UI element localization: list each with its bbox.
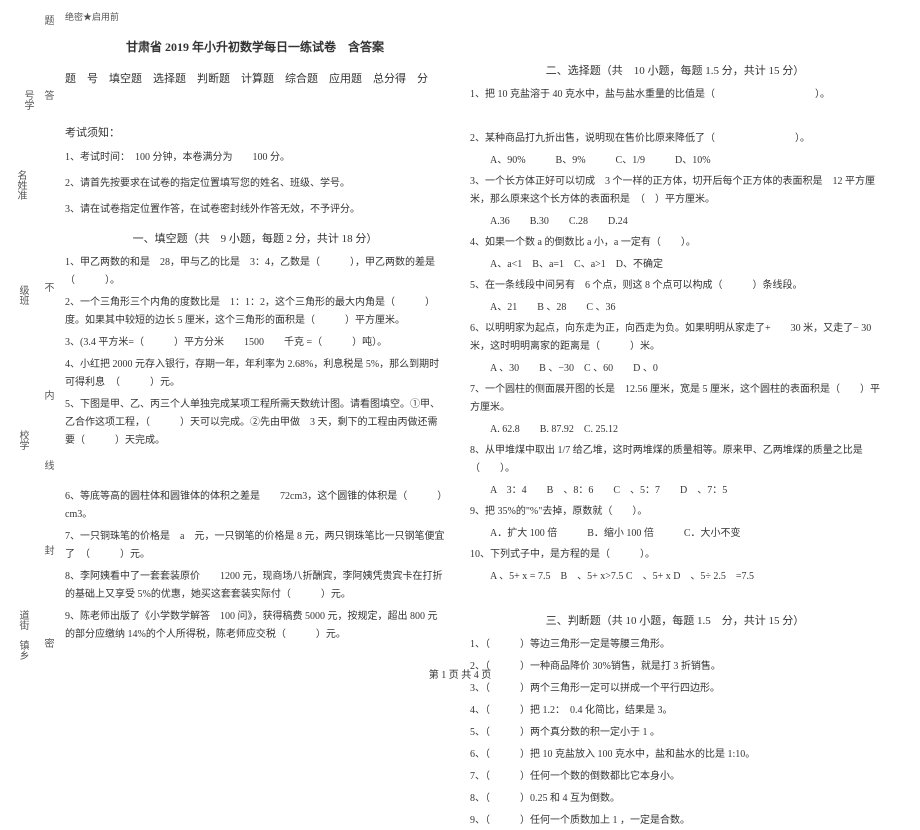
margin-label: 内 [40,390,55,400]
margin-label: 镇乡 [15,640,30,660]
q3-1: 1、（ ）等边三角形一定是等腰三角形。 [470,636,880,654]
margin-label: 号学 [20,90,35,110]
q2-1: 1、把 10 克盐溶于 40 克水中，盐与盐水重量的比值是（ ）。 [470,86,880,104]
margin-label: 密 [40,638,55,648]
q1-5: 5、下图是甲、乙、丙三个人单独完成某项工程所需天数统计图。请看图填空。①甲、乙合… [65,396,445,450]
margin-label: 封 [40,545,55,555]
section2-title: 二、选择题（共 10 小题，每题 1.5 分，共计 15 分） [470,62,880,78]
margin-label: 题 [40,15,55,25]
q2-10-options: A 、5+ x = 7.5 B 、5+ x>7.5 C 、5+ x D 、5÷ … [490,568,880,585]
q1-1: 1、甲乙两数的和是 28，甲与乙的比是 3：4，乙数是（ ），甲乙两数的差是（ … [65,254,445,290]
margin-label: 不 [40,282,55,292]
q2-10: 10、下列式子中，是方程的是（ ）。 [470,546,880,564]
q3-3: 3、（ ）两个三角形一定可以拼成一个平行四边形。 [470,680,880,698]
q1-3: 3、(3.4 平方米=（ ）平方分米 1500 千克 =（ ）吨）。 [65,334,445,352]
q2-7-options: A. 62.8 B. 87.92 C. 25.12 [490,421,880,438]
q2-9-options: A．扩大 100 倍 B．缩小 100 倍 C．大小不变 [490,525,880,542]
q2-8: 8、从甲堆煤中取出 1/7 给乙堆，这时两堆煤的质量相等。原来甲、乙两堆煤的质量… [470,442,880,478]
q1-2: 2、一个三角形三个内角的度数比是 1：1：2，这个三角形的最大内角是（ ）度。如… [65,294,445,330]
q3-7: 7、（ ）任何一个数的倒数都比它本身小。 [470,768,880,786]
score-table-header: 题 号 填空题 选择题 判断题 计算题 综合题 应用题 总分得 分 [65,70,445,86]
margin-label: 线 [40,460,55,470]
q2-9: 9、把 35%的"%"去掉，原数就（ ）。 [470,503,880,521]
q2-5-options: A、21 B 、28 C 、36 [490,299,880,316]
section3-title: 三、判断题（共 10 小题，每题 1.5 分，共计 15 分） [470,612,880,628]
notice-heading: 考试须知： [65,124,445,140]
section1-title: 一、填空题（共 9 小题，每题 2 分，共计 18 分） [65,230,445,246]
notice-item: 1、考试时间： 100 分钟，本卷满分为 100 分。 [65,150,445,166]
q2-3: 3、一个长方体正好可以切成 3 个一样的正方体，切开后每个正方体的表面积是 12… [470,173,880,209]
margin-label: 级班 [15,285,30,305]
q3-2: 2、（ ）一种商品降价 30%销售，就是打 3 折销售。 [470,658,880,676]
q2-7: 7、一个圆柱的侧面展开图的长是 12.56 厘米，宽是 5 厘米，这个圆柱的表面… [470,381,880,417]
q3-4: 4、（ ）把 1.2： 0.4 化简比，结果是 3。 [470,702,880,720]
q1-4: 4、小红把 2000 元存入银行，存期一年，年利率为 2.68%，利息税是 5%… [65,356,445,392]
margin-label: 答 [40,90,55,100]
q2-4: 4、如果一个数 a 的倒数比 a 小，a 一定有（ ）。 [470,234,880,252]
q2-2: 2、某种商品打九折出售，说明现在售价比原来降低了（ ）。 [470,130,880,148]
q1-8: 8、李阿姨看中了一套套装原价 1200 元，现商场八折酬宾，李阿姨凭贵宾卡在打折… [65,568,445,604]
q2-4-options: A、a<1 B、a=1 C、a>1 D、不确定 [490,256,880,273]
notice-item: 3、请在试卷指定位置作答，在试卷密封线外作答无效，不予评分。 [65,202,445,218]
q1-9: 9、陈老师出版了《小学数学解答 100 问》，获得稿费 5000 元，按规定，超… [65,608,445,644]
q2-5: 5、在一条线段中间另有 6 个点，则这 8 个点可以构成（ ）条线段。 [470,277,880,295]
exam-title: 甘肃省 2019 年小升初数学每日一练试卷 含答案 [65,38,445,55]
secret-marking: 绝密★启用前 [65,10,445,23]
q2-3-options: A.36 B.30 C.28 D.24 [490,213,880,230]
q1-6: 6、等底等高的圆柱体和圆锥体的体积之差是 72cm3，这个圆锥的体积是（ ）cm… [65,488,445,524]
q1-7: 7、一只铜珠笔的价格是 a 元，一只钢笔的价格是 8 元，两只铜珠笔比一只钢笔便… [65,528,445,564]
q2-6: 6、以明明家为起点，向东走为正，向西走为负。如果明明从家走了+ 30 米，又走了… [470,320,880,356]
q2-8-options: A 3：4 B 、8：6 C 、5：7 D 、7：5 [490,482,880,499]
right-column: 二、选择题（共 10 小题，每题 1.5 分，共计 15 分） 1、把 10 克… [460,0,900,686]
margin-label: 校学 [15,430,30,450]
left-column: 绝密★启用前 甘肃省 2019 年小升初数学每日一练试卷 含答案 题 号 填空题… [60,0,460,686]
margin-area: 题 号学 答 名姓准 级班 不 内 校学 线 封 道街 镇乡 密 [0,0,60,686]
notice-item: 2、请首先按要求在试卷的指定位置填写您的姓名、班级、学号。 [65,176,445,192]
q3-5: 5、（ ）两个真分数的积一定小于 1 。 [470,724,880,742]
q3-8: 8、（ ）0.25 和 4 互为倒数。 [470,790,880,808]
margin-label: 名姓准 [13,170,28,200]
q2-2-options: A、90% B、9% C、1/9 D、10% [490,152,880,169]
q2-6-options: A 、30 B 、−30 C 、60 D 、0 [490,360,880,377]
margin-label: 道街 [15,610,30,630]
q3-9: 9、（ ）任何一个质数加上 1 ，一定是合数。 [470,812,880,830]
q3-6: 6、（ ）把 10 克盐放入 100 克水中，盐和盐水的比是 1:10。 [470,746,880,764]
page-footer: 第 1 页 共 4 页 [429,666,492,681]
